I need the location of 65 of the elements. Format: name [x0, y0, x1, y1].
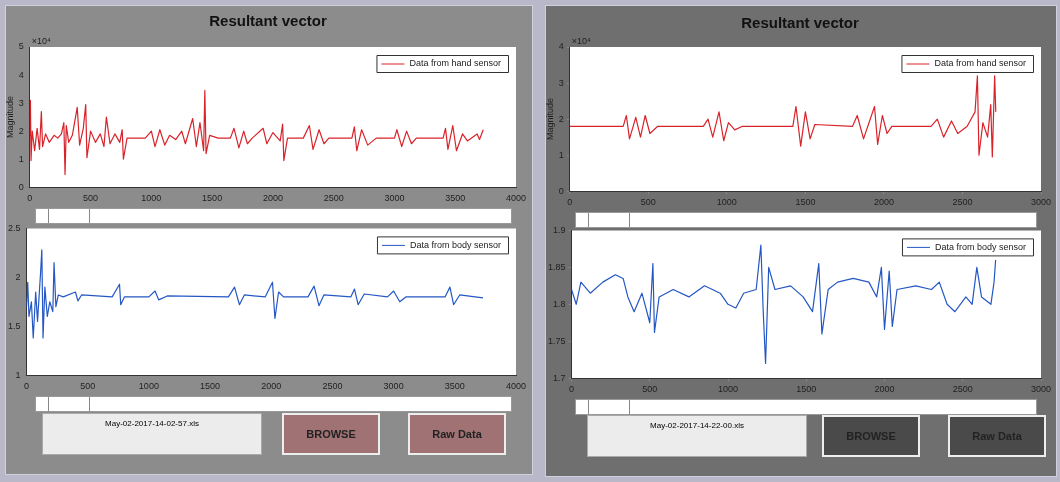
y-axis-title: Magnitude [544, 98, 555, 141]
y-tick-label: 2 [558, 113, 564, 124]
x-tick-label: 3000 [1030, 197, 1052, 208]
x-tick-label: 500 [640, 197, 656, 208]
chart-title: Resultant vector [208, 12, 328, 29]
x-tick-label: 0 [27, 193, 33, 204]
y-tick-label: 1.85 [547, 261, 566, 272]
chart-title: Resultant vector [740, 14, 860, 31]
y-tick-label: 1 [15, 369, 21, 380]
x-tick-label: 0 [569, 384, 575, 395]
y-tick-label: 1.5 [8, 320, 21, 331]
x-tick-label: 2500 [322, 381, 343, 392]
y-tick-label: 1.9 [553, 224, 566, 235]
x-tick-label: 500 [642, 384, 658, 395]
y-tick-label: 3 [18, 97, 24, 108]
x-tick-label: 1000 [141, 193, 162, 204]
y-tick-label: 1.75 [547, 335, 566, 346]
x-tick-label: 1000 [716, 197, 737, 208]
x-tick-label: 3500 [445, 193, 466, 204]
x-tick-label: 2000 [873, 197, 894, 208]
x-tick-label: 2000 [874, 384, 895, 395]
y-tick-label: 4 [558, 41, 564, 52]
x-tick-label: 4000 [505, 193, 527, 204]
x-tick-label: 2500 [952, 384, 973, 395]
x-tick-label: 1500 [200, 381, 221, 392]
legend-label: Data from body sensor [934, 241, 1027, 252]
x-tick-label: 0 [567, 197, 573, 208]
text: ×10⁴ [571, 35, 592, 46]
y-tick-label: 2.5 [8, 222, 21, 233]
x-tick-label: 3000 [1030, 384, 1052, 395]
x-tick-label: 3000 [384, 193, 405, 204]
y-tick-label: 1 [558, 149, 564, 160]
text: ×10⁴ [31, 35, 52, 46]
x-tick-label: 2000 [261, 381, 282, 392]
x-tick-label: 1500 [796, 384, 817, 395]
x-tick-label: 2500 [323, 193, 344, 204]
x-tick-label: 3500 [444, 381, 465, 392]
legend-label: Data from body sensor [409, 239, 502, 250]
x-tick-label: 2500 [952, 197, 973, 208]
legend-label: Data from hand sensor [409, 58, 501, 69]
y-tick-label: 4 [18, 69, 24, 80]
x-tick-label: 1500 [202, 193, 223, 204]
y-tick-label: 2 [18, 125, 24, 136]
x-tick-label: 500 [83, 193, 99, 204]
x-tick-label: 3000 [383, 381, 404, 392]
y-tick-label: 5 [18, 41, 24, 52]
browse-button: BROWSE [282, 413, 380, 455]
x-tick-label: 4000 [505, 381, 527, 392]
y-axis-title: Magnitude [4, 96, 15, 139]
x-tick-label: 2000 [262, 193, 283, 204]
y-tick-label: 2 [15, 271, 21, 282]
y-tick-label: 0 [558, 185, 564, 196]
x-tick-label: 1000 [138, 381, 159, 392]
legend-label: Data from hand sensor [934, 58, 1026, 69]
y-tick-label: 0 [18, 181, 24, 192]
x-tick-label: 500 [80, 381, 96, 392]
file-name-field: May-02-2017-14-22-00.xls [587, 415, 807, 457]
y-tick-label: 1 [18, 153, 24, 164]
y-tick-label: 3 [558, 77, 564, 88]
x-tick-label: 1000 [718, 384, 739, 395]
raw-data-button: Raw Data [408, 413, 506, 455]
y-tick-label: 1.8 [553, 298, 566, 309]
y-tick-label: 1.7 [553, 372, 566, 383]
x-tick-label: 1500 [795, 197, 816, 208]
file-name-field: May-02-2017-14-02-57.xls [42, 413, 262, 455]
